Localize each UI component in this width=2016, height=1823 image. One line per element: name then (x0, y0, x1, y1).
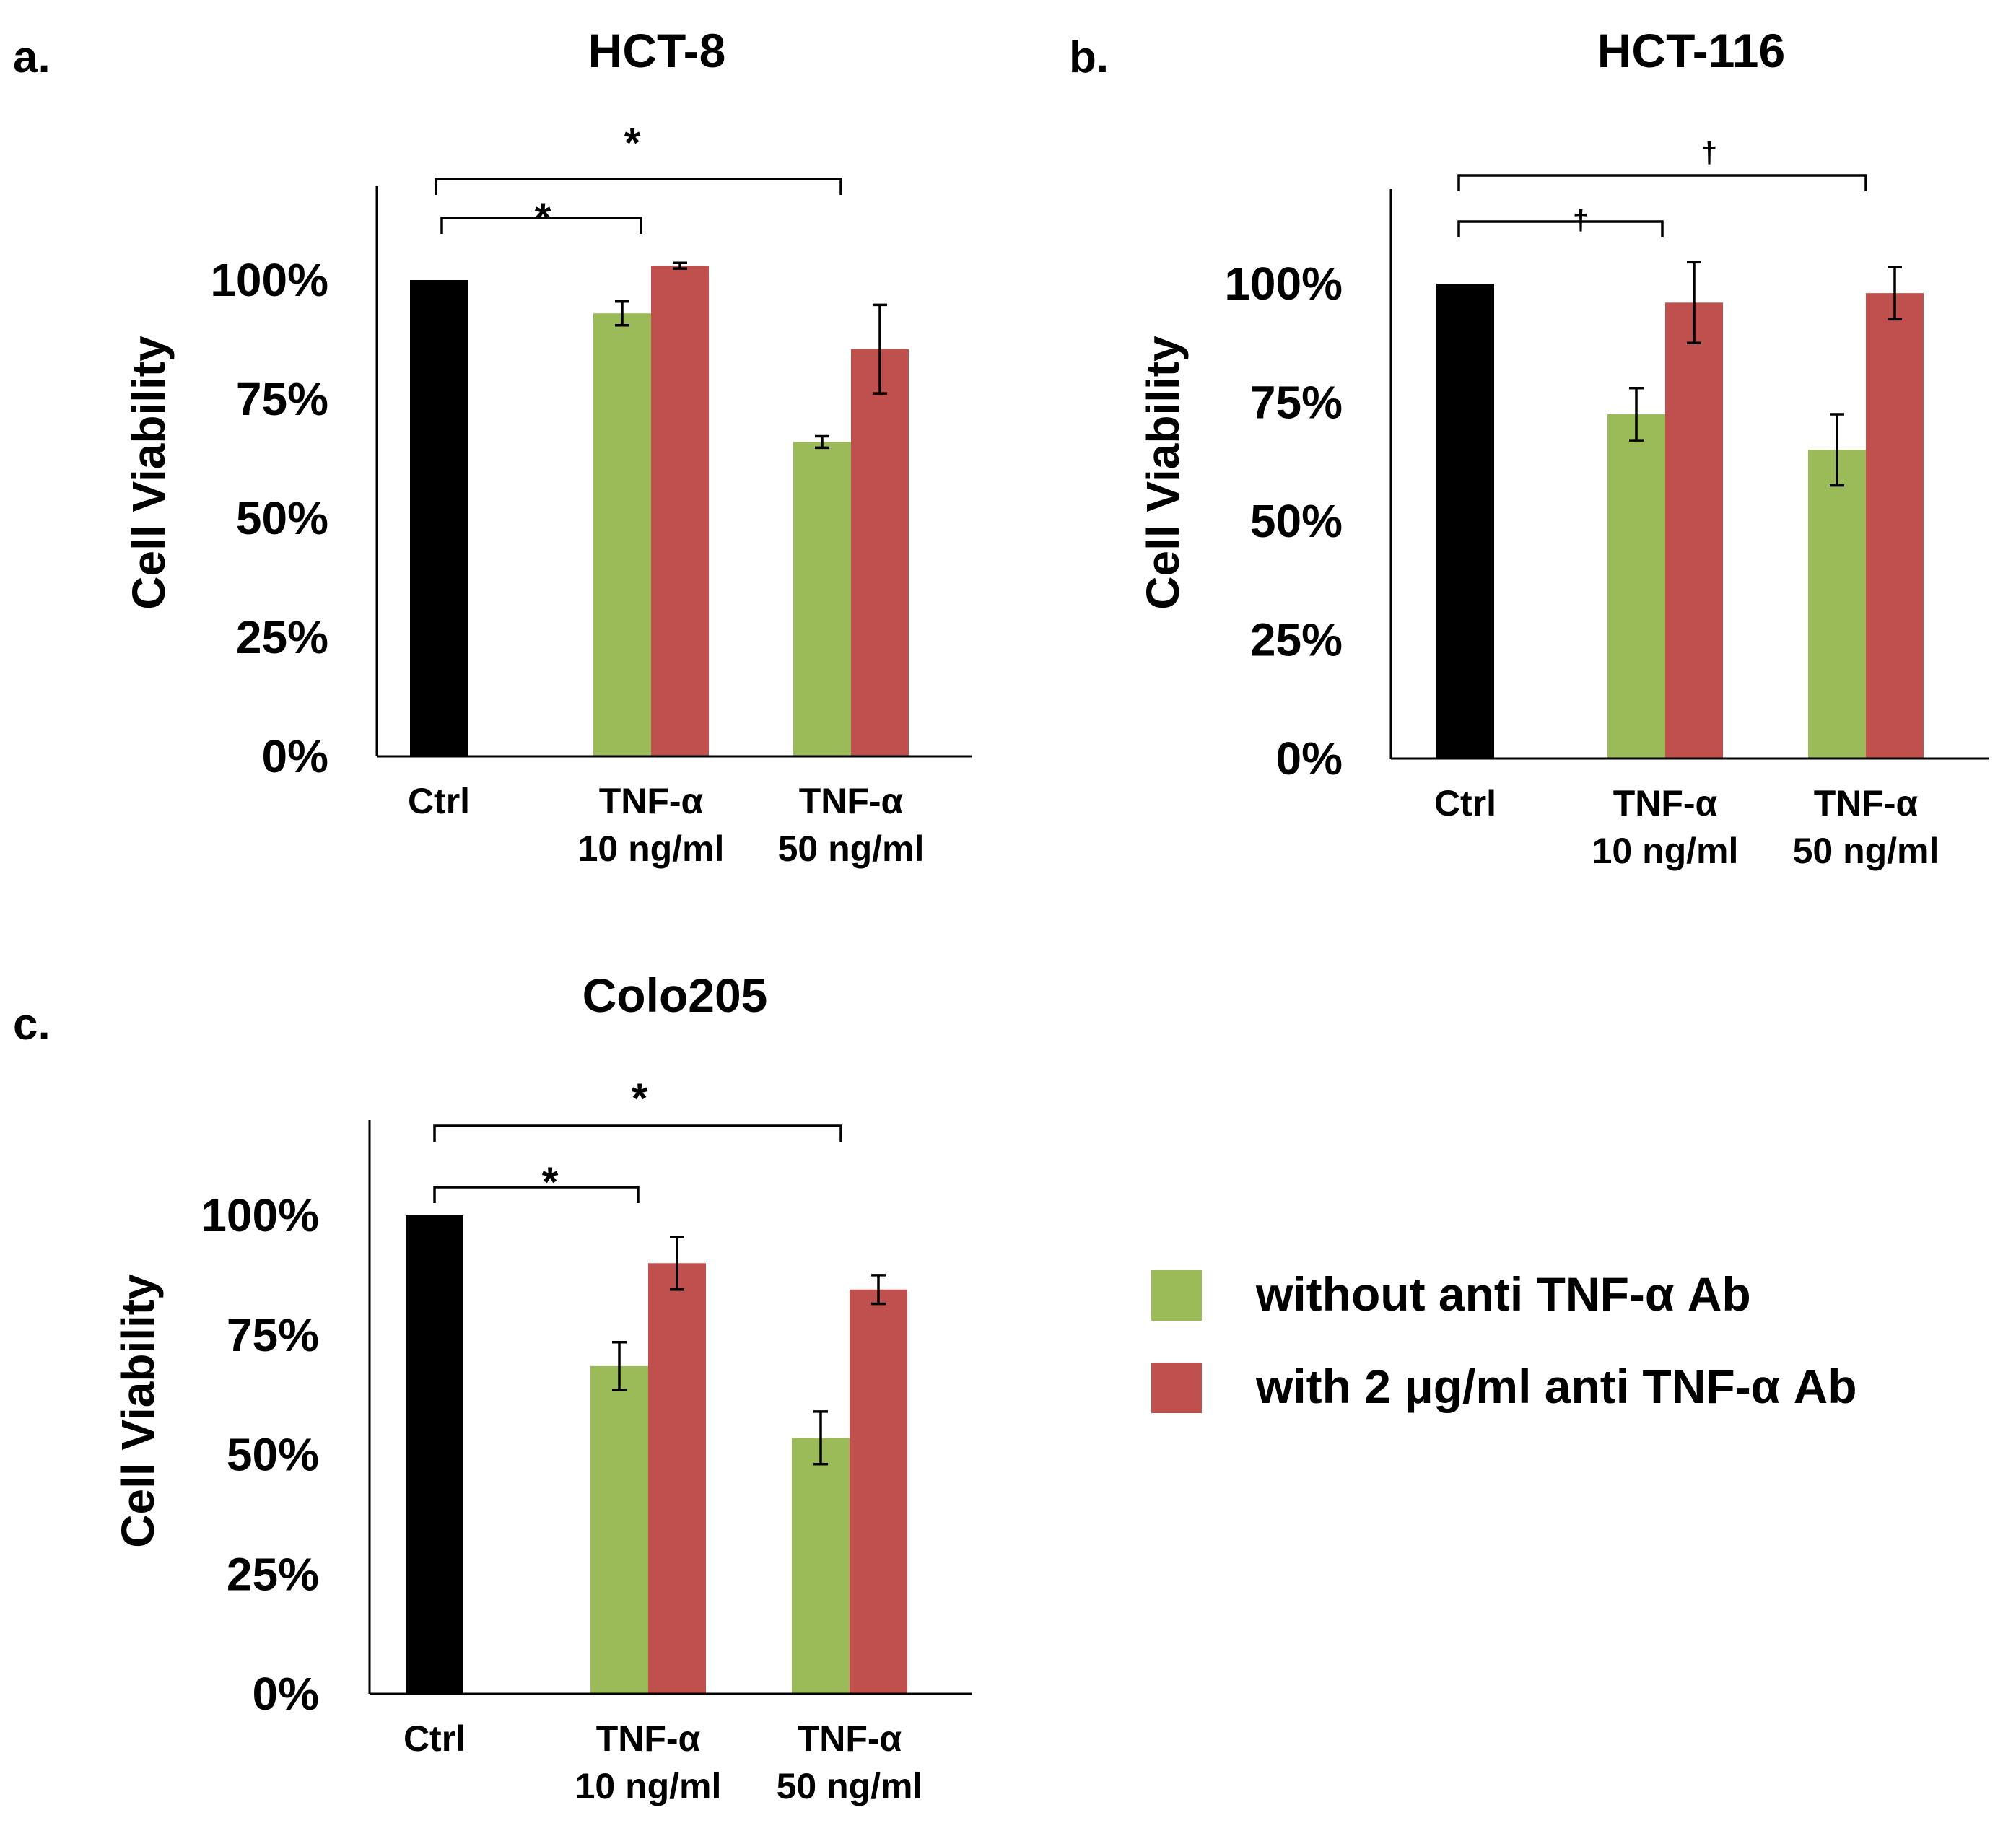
error-bar-with-2 (871, 1274, 886, 1306)
x-tick-label: 50 ng/ml (1793, 831, 1939, 871)
significance-marker: † (1701, 137, 1717, 169)
y-tick-label: 75% (236, 373, 328, 425)
bar-without-2 (793, 442, 851, 756)
legend-swatch-without (1151, 1270, 1202, 1321)
significance-marker: * (535, 195, 551, 242)
error-bar-without-1 (1629, 387, 1644, 442)
significance-bracket (433, 1124, 842, 1142)
panel-letter: b. (1069, 32, 1109, 82)
bar-with-2 (851, 349, 909, 756)
y-tick-label: 75% (227, 1309, 319, 1361)
chart-panel-hct-8: a. HCT-8 Cell Viability 0% 25% 50% 75% 100% Ctrl… (13, 24, 972, 869)
significance-marker: † (1573, 204, 1589, 236)
significance-bracket (1457, 174, 1867, 191)
x-tick-label: 10 ng/ml (575, 1766, 722, 1806)
legend-label-with: with 2 μg/ml anti TNF-α Ab (1255, 1360, 1857, 1413)
x-tick-label: 50 ng/ml (778, 829, 925, 869)
significance-marker: * (632, 1075, 648, 1122)
error-bar-without-1 (615, 300, 629, 327)
error-bar-with-1 (670, 1236, 684, 1291)
x-tick-label: 10 ng/ml (578, 829, 725, 869)
error-bar-with-1 (673, 261, 687, 270)
chart-panel-hct-116: b. HCT-116 Cell Viability 0% 25% 50% 75% 100% Ct… (1069, 24, 1989, 871)
bar-without-2 (1808, 450, 1866, 759)
legend-label-without: without anti TNF-α Ab (1255, 1267, 1751, 1321)
significance-bracket (1457, 220, 1664, 237)
significance-bracket (440, 217, 642, 234)
chart-title: Colo205 (582, 969, 768, 1022)
error-bar-with-2 (873, 303, 887, 395)
significance-marker: * (542, 1159, 559, 1206)
error-bar-with-2 (1888, 266, 1902, 321)
x-tick-label: 50 ng/ml (777, 1766, 923, 1806)
y-tick-label: 0% (253, 1668, 320, 1720)
error-bar-without-1 (612, 1340, 627, 1391)
x-tick-label: TNF-α (798, 1718, 902, 1759)
y-tick-label: 0% (1276, 733, 1343, 784)
x-tick-label: TNF-α (1814, 783, 1919, 823)
bar-with-1 (1665, 302, 1723, 759)
error-bar-without-2 (815, 434, 829, 450)
bar-ctrl-0 (410, 280, 468, 756)
bar-without-1 (590, 1365, 648, 1694)
x-tick-label: TNF-α (799, 781, 904, 821)
chart-title: HCT-8 (588, 24, 726, 77)
error-bar-without-2 (813, 1410, 828, 1466)
x-tick-label: TNF-α (596, 1718, 701, 1759)
y-tick-label: 25% (236, 611, 328, 663)
y-tick-label: 75% (1250, 377, 1343, 429)
y-tick-label: 0% (262, 730, 329, 782)
x-tick-label: Ctrl (408, 781, 470, 821)
bar-with-1 (651, 266, 709, 756)
y-tick-label: 100% (1224, 258, 1343, 310)
bar-without-2 (792, 1438, 850, 1694)
chart-panel-colo205: c. Colo205 Cell Viability 0% 25% 50% 75% 100% Ct… (13, 969, 972, 1806)
y-tick-label: 25% (227, 1548, 319, 1600)
significance-bracket (435, 178, 842, 195)
bar-without-1 (1607, 414, 1665, 759)
chart-title: HCT-116 (1597, 24, 1785, 77)
y-tick-label: 50% (227, 1429, 319, 1481)
y-tick-label: 100% (201, 1189, 319, 1241)
panel-letter: a. (13, 32, 51, 82)
y-axis-label: Cell Viability (1137, 336, 1189, 610)
bar-ctrl-0 (1436, 284, 1494, 759)
bar-with-1 (648, 1263, 706, 1694)
bar-without-1 (593, 313, 651, 756)
y-axis-label: Cell Viability (112, 1274, 164, 1548)
x-tick-label: TNF-α (599, 781, 704, 821)
legend: without anti TNF-α Ab with 2 μg/ml anti T… (1151, 1267, 1857, 1413)
significance-marker: * (624, 120, 641, 167)
error-bar-with-1 (1687, 261, 1701, 344)
legend-swatch-with (1151, 1363, 1202, 1413)
bar-with-2 (1866, 293, 1924, 759)
significance-bracket (433, 1186, 640, 1203)
error-bar-without-2 (1830, 413, 1844, 487)
x-tick-label: TNF-α (1613, 783, 1718, 823)
y-tick-label: 25% (1250, 614, 1343, 666)
y-tick-label: 100% (210, 254, 328, 306)
panel-letter: c. (13, 1000, 51, 1049)
bar-with-2 (850, 1289, 907, 1694)
bar-ctrl-0 (406, 1215, 463, 1694)
x-tick-label: Ctrl (1434, 783, 1496, 823)
y-tick-label: 50% (1250, 495, 1343, 547)
y-tick-label: 50% (236, 492, 328, 544)
x-tick-label: Ctrl (403, 1718, 466, 1759)
x-tick-label: 10 ng/ml (1592, 831, 1739, 871)
y-axis-label: Cell Viability (123, 336, 175, 610)
